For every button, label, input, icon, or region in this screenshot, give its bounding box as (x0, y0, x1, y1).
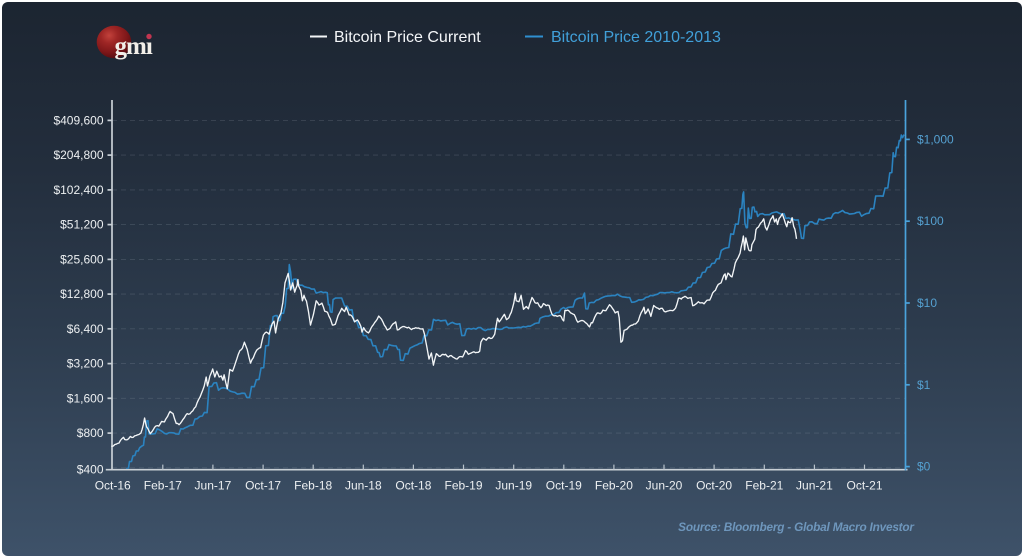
svg-text:$400: $400 (77, 462, 104, 476)
svg-text:$102,400: $102,400 (53, 183, 103, 197)
svg-text:$51,200: $51,200 (60, 218, 104, 232)
svg-text:Jun-17: Jun-17 (195, 479, 232, 493)
svg-text:$25,600: $25,600 (60, 252, 104, 266)
svg-text:$10: $10 (917, 296, 937, 310)
svg-text:Feb-18: Feb-18 (294, 479, 332, 493)
svg-text:$1,000: $1,000 (917, 132, 954, 146)
svg-text:Jun-21: Jun-21 (796, 479, 833, 493)
svg-text:$100: $100 (917, 214, 944, 228)
svg-text:Feb-21: Feb-21 (745, 479, 783, 493)
svg-text:$204,800: $204,800 (53, 148, 103, 162)
svg-text:Jun-20: Jun-20 (646, 479, 683, 493)
svg-text:$409,600: $409,600 (53, 113, 103, 127)
svg-text:Feb-19: Feb-19 (444, 479, 482, 493)
svg-text:Jun-18: Jun-18 (345, 479, 382, 493)
svg-text:Jun-19: Jun-19 (495, 479, 532, 493)
svg-text:$6,400: $6,400 (67, 322, 104, 336)
svg-text:Oct-16: Oct-16 (95, 479, 131, 493)
svg-text:Oct-21: Oct-21 (846, 479, 882, 493)
svg-text:$800: $800 (77, 426, 104, 440)
svg-text:Bitcoin Price 2010-2013: Bitcoin Price 2010-2013 (551, 29, 721, 46)
svg-text:$3,200: $3,200 (67, 357, 104, 371)
svg-text:$1: $1 (917, 378, 931, 392)
svg-text:$1,600: $1,600 (67, 391, 104, 405)
svg-text:Feb-17: Feb-17 (144, 479, 182, 493)
svg-text:Oct-18: Oct-18 (395, 479, 431, 493)
svg-text:Source: Bloomberg - Global Mac: Source: Bloomberg - Global Macro Investo… (678, 520, 915, 534)
svg-text:Oct-20: Oct-20 (696, 479, 732, 493)
svg-text:Oct-19: Oct-19 (546, 479, 582, 493)
svg-text:Feb-20: Feb-20 (595, 479, 633, 493)
svg-text:$0: $0 (917, 460, 931, 474)
svg-text:$12,800: $12,800 (60, 287, 104, 301)
svg-text:Oct-17: Oct-17 (245, 479, 281, 493)
svg-text:Bitcoin Price Current: Bitcoin Price Current (334, 29, 481, 46)
